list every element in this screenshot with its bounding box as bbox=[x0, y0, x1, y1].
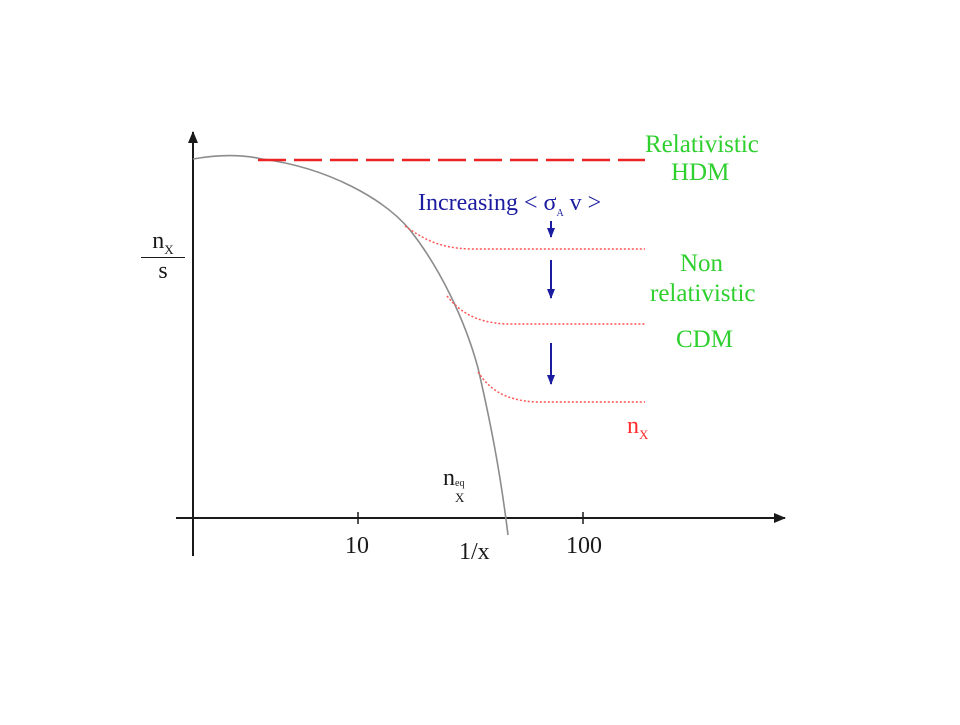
y-axis-denominator: s bbox=[158, 257, 168, 284]
increasing-prefix: Increasing bbox=[418, 190, 518, 216]
abundance-label-sub: X bbox=[639, 426, 649, 442]
label-cdm: CDM bbox=[676, 326, 733, 353]
label-non-relativistic: relativistic bbox=[650, 280, 756, 307]
equilibrium-label-main: n bbox=[443, 465, 455, 491]
equilibrium-label-sup: eq bbox=[455, 478, 465, 489]
abundance-label-main: n bbox=[627, 413, 639, 439]
equilibrium-label-sub: X bbox=[455, 490, 465, 505]
increasing-expr-sub: A bbox=[556, 207, 564, 219]
y-axis-numerator: n bbox=[152, 228, 165, 254]
freezeout-curve-1 bbox=[404, 225, 645, 250]
y-axis-numerator-sub: X bbox=[164, 241, 174, 257]
x-tick-label-100: 100 bbox=[566, 533, 602, 559]
equilibrium-curve bbox=[192, 154, 509, 536]
freezeout-curve-2 bbox=[446, 295, 645, 325]
increasing-expr-close: v > bbox=[563, 190, 602, 216]
equilibrium-label: n eq X bbox=[443, 465, 469, 504]
label-hdm: HDM bbox=[671, 159, 730, 186]
freezeout-curve-3 bbox=[477, 371, 645, 403]
abundance-label: nX bbox=[627, 414, 648, 441]
x-axis-label: 1/x bbox=[459, 539, 490, 565]
label-non: Non bbox=[680, 250, 724, 277]
label-relativistic: Relativistic bbox=[645, 131, 759, 158]
y-axis-label: nX s bbox=[141, 229, 185, 283]
x-tick-label-10: 10 bbox=[345, 533, 369, 559]
increasing-annotation: Increasing < σA v > bbox=[418, 191, 601, 219]
increasing-expr-open: < σ bbox=[523, 190, 557, 216]
